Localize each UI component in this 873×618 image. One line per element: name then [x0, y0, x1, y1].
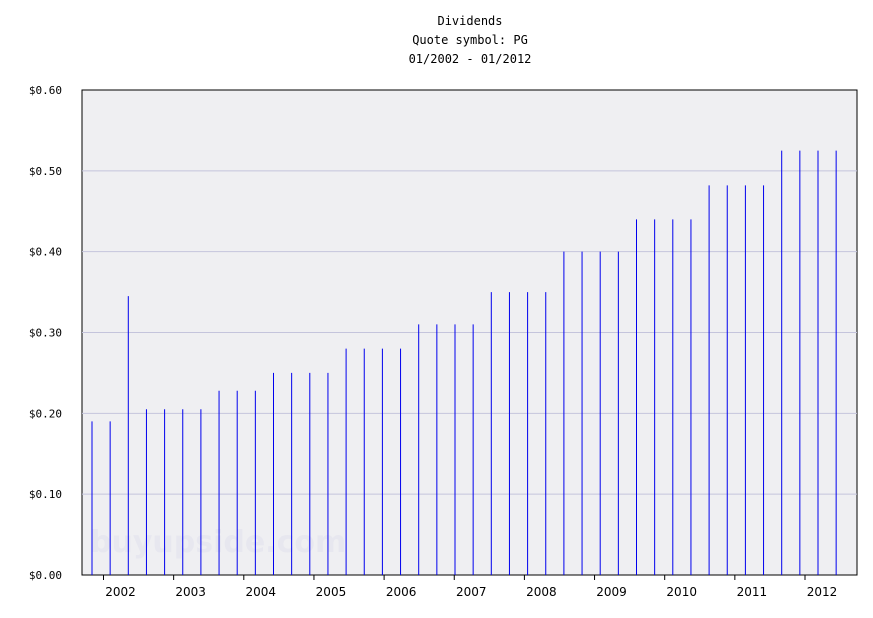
- x-tick-label: 2004: [246, 585, 277, 599]
- y-axis-ticks: $0.00 $0.10 $0.20 $0.30 $0.40 $0.50 $0.60: [29, 84, 62, 582]
- x-tick-label: 2005: [316, 585, 347, 599]
- x-tick-label: 2010: [666, 585, 697, 599]
- chart-title: Dividends: [437, 14, 502, 28]
- x-tick-label: 2008: [526, 585, 557, 599]
- y-tick-label: $0.00: [29, 569, 62, 582]
- x-tick-label: 2003: [175, 585, 206, 599]
- y-tick-label: $0.10: [29, 488, 62, 501]
- chart-date-range: 01/2002 - 01/2012: [409, 52, 532, 66]
- y-tick-label: $0.60: [29, 84, 62, 97]
- x-axis-ticks: 2002 2003 2004 2005 2006 2007 2008 2009 2010 2011…: [103, 575, 838, 599]
- x-tick-label: 2012: [807, 585, 838, 599]
- y-tick-label: $0.40: [29, 246, 62, 259]
- x-tick-label: 2006: [386, 585, 417, 599]
- chart-subtitle: Quote symbol: PG: [412, 33, 528, 47]
- y-tick-label: $0.50: [29, 165, 62, 178]
- x-tick-label: 2002: [105, 585, 136, 599]
- watermark: buyupside.com: [90, 525, 346, 560]
- y-tick-label: $0.30: [29, 327, 62, 340]
- y-tick-label: $0.20: [29, 407, 62, 420]
- bars: [91, 150, 837, 575]
- grid-lines: [82, 170, 857, 495]
- x-tick-label: 2009: [596, 585, 627, 599]
- x-tick-label: 2007: [456, 585, 487, 599]
- x-tick-label: 2011: [737, 585, 768, 599]
